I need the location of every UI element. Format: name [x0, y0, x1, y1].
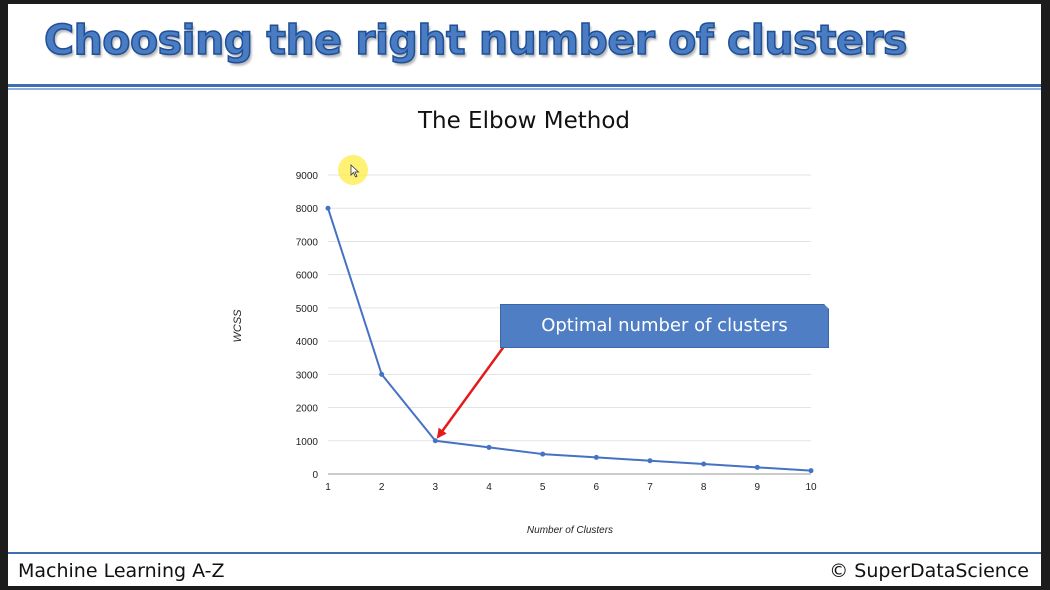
y-tick-label: 6000	[296, 271, 319, 282]
data-point	[486, 444, 492, 450]
x-tick-label: 1	[325, 482, 331, 493]
y-axis-label: WCSS	[232, 309, 244, 343]
data-point	[701, 461, 707, 467]
x-tick-label: 2	[379, 482, 385, 493]
x-tick-label: 3	[433, 482, 439, 493]
data-point	[325, 205, 331, 211]
cursor-icon	[350, 164, 360, 178]
slide-title: Choosing the right number of clusters	[43, 15, 908, 65]
y-tick-label: 2000	[296, 404, 319, 415]
y-tick-label: 9000	[296, 171, 319, 182]
data-point	[754, 464, 760, 470]
footer-course-name: Machine Learning A-Z	[18, 560, 225, 582]
y-tick-label: 5000	[296, 304, 319, 315]
x-tick-label: 7	[647, 482, 653, 493]
data-point	[647, 458, 653, 464]
data-point	[593, 454, 599, 460]
data-point	[808, 468, 814, 474]
x-tick-label: 8	[701, 482, 707, 493]
title-divider-light	[8, 88, 1041, 90]
x-tick-label: 6	[594, 482, 600, 493]
footer-copyright: © SuperDataScience	[829, 560, 1029, 582]
x-tick-label: 10	[805, 482, 817, 493]
y-tick-label: 7000	[296, 237, 319, 248]
title-divider	[8, 84, 1041, 87]
elbow-chart: 0 1000 2000 3000 4000 5000 6000 7000 8000 9000 1 2…	[232, 108, 817, 536]
y-tick-label: 1000	[296, 437, 319, 448]
data-point	[540, 451, 546, 457]
optimal-clusters-callout: Optimal number of clusters	[500, 304, 829, 348]
x-tick-label: 5	[540, 482, 546, 493]
data-point	[432, 438, 438, 444]
footer-divider	[8, 552, 1041, 554]
x-axis-label: Number of Clusters	[527, 525, 613, 536]
x-tick-label: 4	[486, 482, 492, 493]
y-tick-label: 3000	[296, 370, 319, 381]
y-tick-label: 0	[312, 470, 318, 481]
chart-title: The Elbow Method	[417, 108, 630, 134]
y-tick-label: 8000	[296, 204, 319, 215]
x-tick-label: 9	[755, 482, 761, 493]
series-line	[327, 207, 812, 472]
annotation-arrow	[436, 344, 507, 439]
y-tick-label: 4000	[296, 337, 319, 348]
data-point	[379, 371, 385, 377]
